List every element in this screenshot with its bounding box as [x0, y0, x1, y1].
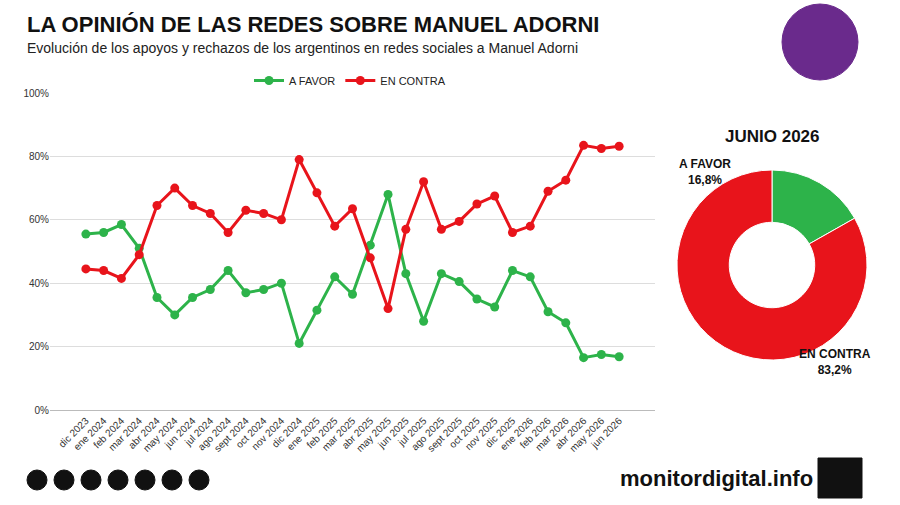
svg-text:JUNIO 2026: JUNIO 2026 [725, 127, 820, 146]
svg-text:ene 2026: ene 2026 [498, 415, 536, 453]
svg-text:A FAVOR16,8%: A FAVOR16,8% [679, 157, 731, 187]
svg-text:jun 2025: jun 2025 [375, 415, 411, 451]
svg-text:80%: 80% [29, 151, 49, 162]
svg-text:60%: 60% [29, 214, 49, 225]
svg-text:may 2025: may 2025 [354, 415, 393, 454]
svg-text:oct 2024: oct 2024 [234, 415, 269, 450]
svg-text:jul 2024: jul 2024 [182, 415, 216, 449]
svg-text:ago 2024: ago 2024 [196, 415, 234, 453]
svg-text:feb 2024: feb 2024 [91, 415, 127, 451]
svg-text:feb 2026: feb 2026 [518, 415, 554, 451]
svg-text:mar 2024: mar 2024 [106, 415, 144, 453]
svg-text:jun 2026: jun 2026 [588, 415, 624, 451]
svg-text:sept 2025: sept 2025 [425, 415, 464, 454]
svg-text:abr 2025: abr 2025 [340, 415, 376, 451]
svg-text:EN CONTRA83,2%: EN CONTRA83,2% [799, 347, 871, 377]
svg-text:ago 2025: ago 2025 [409, 415, 447, 453]
svg-text:sept 2024: sept 2024 [212, 415, 251, 454]
svg-text:40%: 40% [29, 278, 49, 289]
svg-text:ene 2024: ene 2024 [71, 415, 109, 453]
svg-text:mar 2025: mar 2025 [320, 415, 358, 453]
svg-text:jun 2024: jun 2024 [162, 415, 198, 451]
svg-text:LA OPINIÓN DE LAS REDES SOBRE: LA OPINIÓN DE LAS REDES SOBRE MANUEL ADO… [27, 12, 599, 37]
svg-text:dic 2025: dic 2025 [483, 415, 518, 450]
svg-text:monitordigital.info: monitordigital.info [620, 466, 813, 491]
svg-text:nov 2024: nov 2024 [249, 415, 286, 452]
svg-text:dic 2023: dic 2023 [56, 415, 91, 450]
svg-text:100%: 100% [23, 88, 49, 99]
svg-text:ene 2025: ene 2025 [285, 415, 323, 453]
svg-text:abr 2024: abr 2024 [126, 415, 162, 451]
svg-text:may 2026: may 2026 [567, 415, 606, 454]
svg-text:oct 2025: oct 2025 [447, 415, 482, 450]
svg-text:0%: 0% [35, 405, 50, 416]
svg-text:mar 2026: mar 2026 [533, 415, 571, 453]
svg-text:A FAVOR: A FAVOR [289, 75, 335, 87]
svg-text:20%: 20% [29, 341, 49, 352]
svg-text:dic 2024: dic 2024 [270, 415, 305, 450]
svg-text:Evolución de los apoyos y rech: Evolución de los apoyos y rechazos de lo… [27, 40, 578, 56]
svg-text:may 2024: may 2024 [141, 415, 180, 454]
svg-text:jul 2025: jul 2025 [395, 415, 429, 449]
svg-text:abr 2026: abr 2026 [553, 415, 589, 451]
svg-text:feb 2025: feb 2025 [304, 415, 340, 451]
svg-text:EN CONTRA: EN CONTRA [380, 75, 445, 87]
svg-text:nov 2025: nov 2025 [463, 415, 500, 452]
